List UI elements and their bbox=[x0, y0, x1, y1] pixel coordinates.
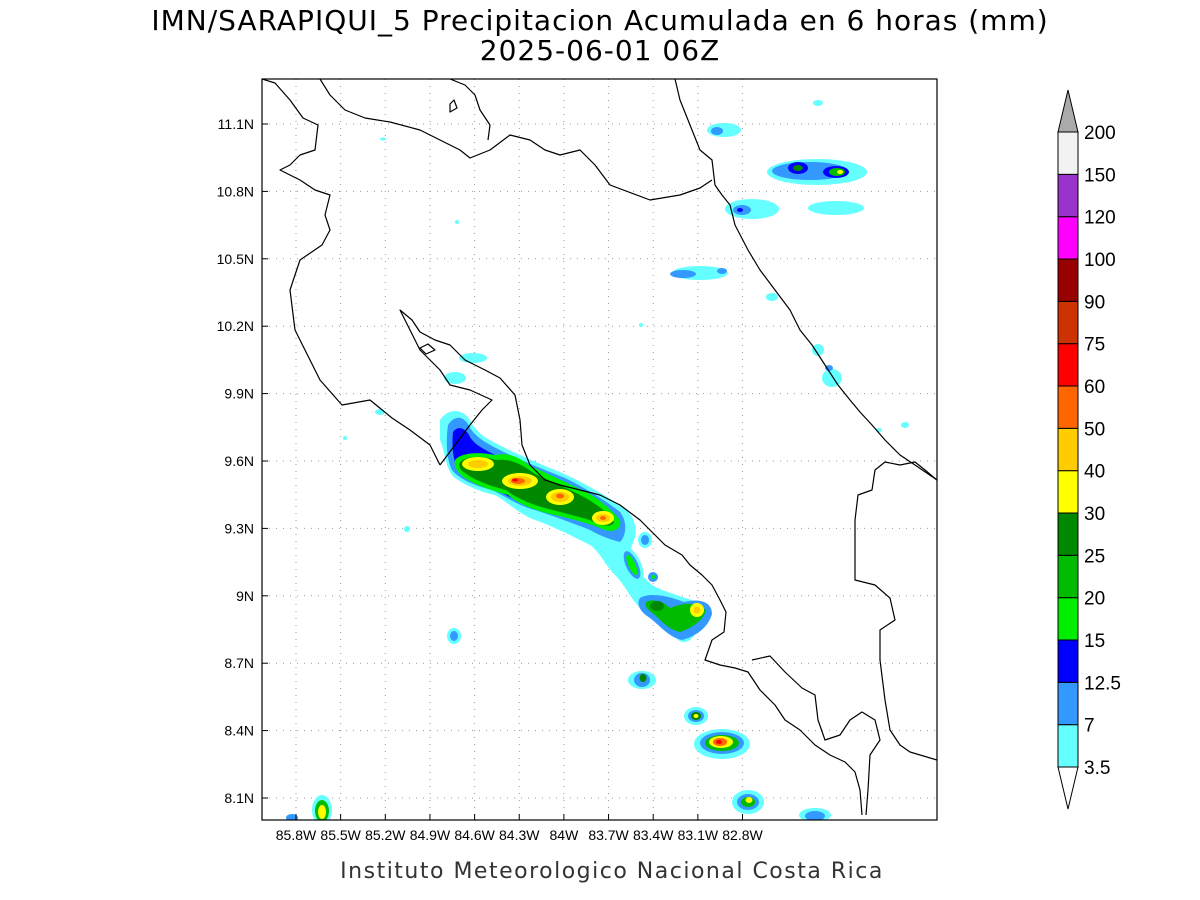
precipitation-field bbox=[286, 100, 909, 820]
institution-credit: Instituto Meteorologico Nacional Costa R… bbox=[340, 859, 884, 884]
longitude-label: 82.8W bbox=[722, 827, 763, 843]
rain-band-main bbox=[440, 411, 708, 643]
colorbar-under-triangle bbox=[1057, 766, 1079, 810]
nicaragua-lake-east bbox=[449, 79, 491, 141]
colorbar-level-label: 7 bbox=[1084, 716, 1095, 737]
colorbar-level-label: 60 bbox=[1084, 377, 1105, 398]
longitude-label: 84.9W bbox=[410, 827, 451, 843]
colorbar-swatch bbox=[1057, 639, 1079, 683]
caribbean-coast bbox=[674, 79, 937, 481]
longitude-label: 84W bbox=[550, 827, 580, 843]
longitude-label: 85.8W bbox=[276, 827, 317, 843]
map-subtitle-datetime: 2025-06-01 06Z bbox=[480, 34, 720, 67]
colorbar-level-label: 100 bbox=[1084, 250, 1116, 271]
colorbar-level-label: 15 bbox=[1084, 631, 1105, 652]
colorbar-level-label: 50 bbox=[1084, 419, 1105, 440]
latitude-label: 9N bbox=[236, 588, 254, 604]
colorbar-level-label: 90 bbox=[1084, 292, 1105, 313]
colorbar-level-label: 200 bbox=[1084, 123, 1116, 144]
colorbar-swatch bbox=[1057, 258, 1079, 302]
lake-nicaragua-shore bbox=[319, 79, 713, 201]
colorbar-over-triangle bbox=[1057, 89, 1079, 133]
colorbar-swatch bbox=[1057, 512, 1079, 556]
colorbar-level-label: 25 bbox=[1084, 546, 1105, 567]
longitude-label: 85.2W bbox=[365, 827, 406, 843]
rain-cells-south bbox=[286, 220, 831, 820]
nicoya-peninsula bbox=[399, 309, 863, 816]
longitude-label: 83.1W bbox=[678, 827, 719, 843]
latitude-label: 9.6N bbox=[224, 453, 254, 469]
colorbar-level-label: 30 bbox=[1084, 504, 1105, 525]
colorbar-swatch bbox=[1057, 216, 1079, 260]
map-title: IMN/SARAPIQUI_5 Precipitacion Acumulada … bbox=[151, 4, 1048, 37]
latitude-label: 8.1N bbox=[224, 790, 254, 806]
osa-golfo-dulce bbox=[751, 655, 881, 816]
latitude-label: 10.2N bbox=[217, 318, 254, 334]
rain-cells-north bbox=[380, 100, 909, 432]
colorbar-swatch bbox=[1057, 300, 1079, 345]
colorbar-level-label: 12.5 bbox=[1084, 673, 1121, 694]
nicaragua-costa-rica-coast-north bbox=[262, 79, 441, 466]
colorbar-swatch bbox=[1057, 597, 1079, 641]
longitude-label: 84.3W bbox=[499, 827, 540, 843]
precipitation-colorbar: 3.5 7 12.5 15 20 25 30 40 50 60 75 90 100 120 150 200 bbox=[1057, 89, 1121, 810]
latitude-label: 8.4N bbox=[224, 723, 254, 739]
colorbar-swatch bbox=[1057, 131, 1079, 175]
latitude-label: 9.9N bbox=[224, 386, 254, 402]
longitude-label: 83.7W bbox=[588, 827, 629, 843]
coastlines-borders bbox=[262, 79, 937, 816]
latitude-label: 11.1N bbox=[218, 116, 254, 132]
panama-border bbox=[854, 461, 937, 761]
colorbar-swatch bbox=[1057, 343, 1079, 387]
latitude-label: 10.8N bbox=[217, 183, 254, 199]
map-background bbox=[262, 79, 937, 820]
latitude-labels: 11.1N 10.8N 10.5N 10.2N 9.9N 9.6N 9.3N 9N 8.7N 8.… bbox=[217, 116, 268, 806]
longitude-label: 84.6W bbox=[454, 827, 495, 843]
map-frame bbox=[261, 78, 938, 821]
colorbar-level-label: 150 bbox=[1084, 165, 1116, 186]
longitude-label: 83.4W bbox=[633, 827, 674, 843]
latitude-label: 8.7N bbox=[224, 655, 254, 671]
colorbar-swatch bbox=[1057, 173, 1079, 218]
latitude-label: 9.3N bbox=[224, 520, 254, 536]
colorbar-level-label: 40 bbox=[1084, 462, 1105, 483]
map-gridlines bbox=[262, 79, 937, 820]
longitude-label: 85.5W bbox=[320, 827, 361, 843]
colorbar-swatch bbox=[1057, 554, 1079, 599]
colorbar-level-label: 120 bbox=[1084, 208, 1116, 229]
longitude-labels: 85.8W 85.5W 85.2W 84.9W 84.6W 84.3W 84W 83.7W 83… bbox=[276, 814, 764, 843]
colorbar-level-label: 3.5 bbox=[1084, 758, 1110, 779]
lake-island bbox=[449, 99, 458, 113]
gulf-island bbox=[419, 343, 436, 355]
colorbar-swatch bbox=[1057, 385, 1079, 429]
latitude-label: 10.5N bbox=[217, 251, 254, 267]
colorbar-swatch bbox=[1057, 724, 1079, 768]
colorbar-level-label: 75 bbox=[1084, 335, 1105, 356]
colorbar-swatch bbox=[1057, 681, 1079, 726]
colorbar-level-label: 20 bbox=[1084, 589, 1105, 610]
colorbar-swatch bbox=[1057, 470, 1079, 514]
colorbar-swatch bbox=[1057, 427, 1079, 472]
